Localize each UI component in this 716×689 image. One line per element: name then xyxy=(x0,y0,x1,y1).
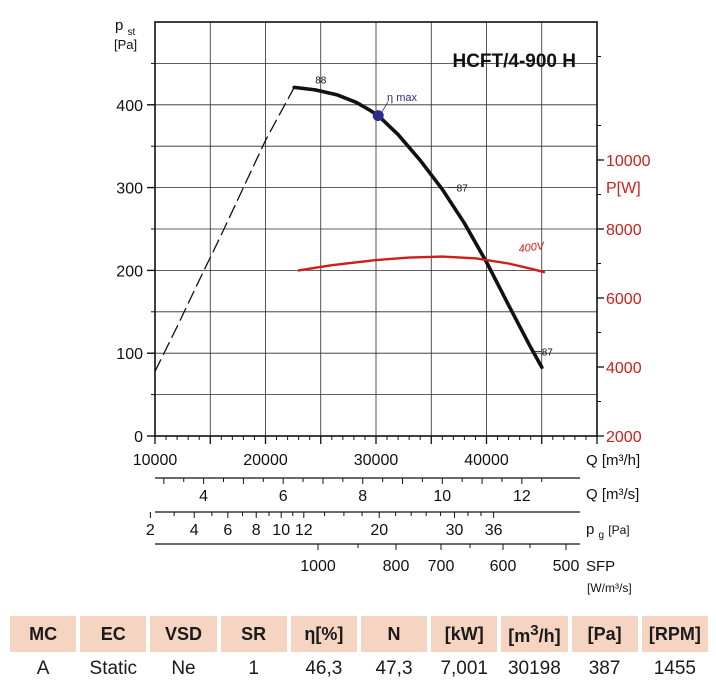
header-kw: [kW] xyxy=(431,616,498,652)
efficiency-annotation: 87 xyxy=(457,184,469,195)
y-left-label: p st xyxy=(115,17,136,38)
chart-title: HCFT/4-900 H xyxy=(452,51,576,72)
y-right-tick-label: 10000 xyxy=(606,153,651,170)
scale-sfp-tick-label: 700 xyxy=(428,558,455,575)
cell-m3h: 30198 xyxy=(507,658,561,679)
y-left-tick-label: 400 xyxy=(116,98,143,115)
y-right-label: P[W] xyxy=(606,180,641,197)
header-eta: η[%] xyxy=(290,616,357,652)
cell-sr: 1 xyxy=(248,658,259,679)
fan-spec-table: MC EC VSD SR η[%] N [kW] [m3/h] [Pa] [RP… xyxy=(6,616,712,686)
scale-pg-label-sub: g xyxy=(599,530,605,541)
header-m3h-post: /h] xyxy=(538,625,561,646)
scale-sfp-unit: [W/m³/s] xyxy=(587,581,632,595)
header-n: N xyxy=(360,616,428,652)
y-left-tick-label: 100 xyxy=(116,346,143,363)
cell-mc: A xyxy=(36,658,50,679)
scale-sfp-tick-label: 800 xyxy=(383,558,410,575)
header-ec: EC xyxy=(80,616,147,652)
header-mc: MC xyxy=(10,616,77,652)
scale-q-m3s-tick-label: 8 xyxy=(358,488,367,505)
x-tick-label: 30000 xyxy=(354,452,399,469)
fan-performance-chart: 0 100 200 300 400 2000 4000 6000 8000 10000 10000 2… xyxy=(114,17,651,595)
spec-header-row: MC EC VSD SR η[%] N [kW] [m3/h] [Pa] [RP… xyxy=(10,616,708,652)
y-right-tick-label: 4000 xyxy=(606,360,642,377)
voltage-annotation: 400V xyxy=(518,240,547,256)
scale-pg-label-main: p xyxy=(586,521,594,538)
header-sr: SR xyxy=(220,616,287,652)
cell-ec: Static xyxy=(89,658,138,679)
eta-max-leader xyxy=(381,101,389,112)
scale-pg-label: p g [Pa] xyxy=(586,521,630,542)
scale-sfp-label: SFP xyxy=(586,558,615,575)
x-axis-label: Q [m³/h] xyxy=(586,452,640,469)
cell-n: 47,3 xyxy=(375,658,413,679)
scale-q-m3s-label: Q [m³/s] xyxy=(586,486,639,503)
chart-grid xyxy=(155,22,597,436)
cell-kw: 7,001 xyxy=(440,658,488,679)
efficiency-annotation: 87 xyxy=(542,348,554,359)
scale-sfp-tick-label: 600 xyxy=(490,558,517,575)
y-left-tick-label: 300 xyxy=(116,181,143,198)
header-eta-unit: [%] xyxy=(315,623,344,644)
series-layer: 88 87 87 η max 400V xyxy=(154,75,554,373)
y-left-tick-label: 0 xyxy=(134,429,143,446)
eta-max-annotation: η max xyxy=(387,92,417,104)
y-right-tick-label: 8000 xyxy=(606,222,642,239)
scale-pg-tick-label: 20 xyxy=(370,522,388,539)
y-left-unit: [Pa] xyxy=(114,37,137,52)
cell-pa: 387 xyxy=(588,658,621,679)
header-m3h-pre: [m xyxy=(508,625,531,646)
y-left-label-sub: st xyxy=(128,27,136,38)
header-vsd: VSD xyxy=(150,616,217,652)
scale-q-m3s-tick-label: 4 xyxy=(199,488,208,505)
header-eta-symbol: η xyxy=(304,623,316,644)
scale-pg-tick-label: 2 xyxy=(146,522,155,539)
cell-rpm: 1455 xyxy=(653,658,696,679)
y-right-tick-label: 2000 xyxy=(606,429,642,446)
x-tick-label: 10000 xyxy=(133,452,178,469)
scale-sfp-tick-label: 500 xyxy=(553,558,580,575)
scale-q-m3s-tick-label: 6 xyxy=(279,488,288,505)
y-left-tick-label: 200 xyxy=(116,263,143,280)
header-m3h: [m3/h] xyxy=(501,616,568,652)
scale-q-m3s-tick-label: 12 xyxy=(513,488,531,505)
scale-pg-tick-label: 36 xyxy=(485,522,503,539)
scale-pg-tick-label: 4 xyxy=(190,522,199,539)
x-tick-label: 20000 xyxy=(243,452,288,469)
scale-pg-tick-label: 10 xyxy=(272,522,290,539)
spec-value-row: A Static Ne 1 46,3 47,3 7,001 30198 387 … xyxy=(10,652,708,686)
cell-vsd: Ne xyxy=(171,658,196,679)
eta-max-marker xyxy=(372,110,384,122)
axis-ticks: 0 100 200 300 400 2000 4000 6000 8000 10000 10000 2… xyxy=(116,56,651,575)
pressure-curve xyxy=(292,85,544,370)
stall-region xyxy=(154,86,295,373)
scale-pg-tick-label: 6 xyxy=(223,522,232,539)
y-left-label-main: p xyxy=(115,17,123,34)
scale-pg-tick-label: 12 xyxy=(295,522,313,539)
scale-q-m3s-tick-label: 10 xyxy=(433,488,451,505)
header-m3h-sup: 3 xyxy=(530,621,539,639)
y-right-tick-label: 6000 xyxy=(606,291,642,308)
power-curve xyxy=(297,255,546,274)
scale-pg-tick-label: 30 xyxy=(446,522,464,539)
header-pa: [Pa] xyxy=(571,616,638,652)
efficiency-annotation: 88 xyxy=(315,75,327,86)
scale-pg-label-unit: [Pa] xyxy=(608,523,629,537)
x-tick-label: 40000 xyxy=(464,452,509,469)
cell-eta: 46,3 xyxy=(305,658,343,679)
scale-pg-tick-label: 8 xyxy=(252,522,261,539)
header-rpm: [RPM] xyxy=(641,616,708,652)
scale-sfp-tick-label: 1000 xyxy=(300,558,336,575)
